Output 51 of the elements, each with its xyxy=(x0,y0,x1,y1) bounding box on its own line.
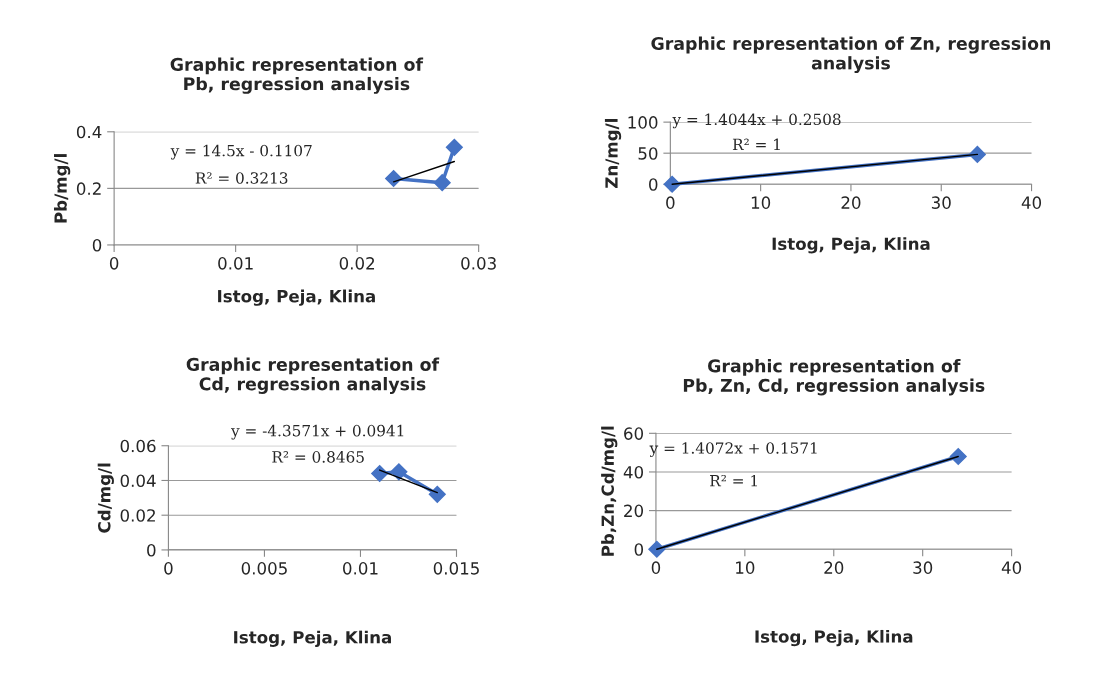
annotation: R² = 1 xyxy=(732,138,780,150)
x-tick-label: 40 xyxy=(1001,561,1022,574)
y-tick-label: 100 xyxy=(628,116,658,129)
x-tick-label: 0 xyxy=(666,196,675,209)
x-axis-title: Istog, Peja, Klina xyxy=(234,630,391,647)
y-axis-title: Pb/mg/l xyxy=(54,154,71,223)
y-tick-label: 0.2 xyxy=(76,182,101,195)
x-tick-label: 0 xyxy=(164,562,173,575)
y-tick-label: 60 xyxy=(624,427,644,440)
x-tick-label: 0 xyxy=(109,257,119,270)
y-tick-label: 0.04 xyxy=(120,474,156,488)
x-tick-label: 0.02 xyxy=(339,257,375,270)
y-tick-label: 0 xyxy=(147,543,156,557)
y-tick-label: 0.4 xyxy=(76,125,102,139)
y-tick-label: 0.02 xyxy=(120,509,155,522)
x-tick-label: 10 xyxy=(736,561,755,574)
annotation: R² = 0.3213 xyxy=(195,172,288,184)
x-tick-label: 10 xyxy=(751,196,771,209)
y-tick-label: 50 xyxy=(638,147,658,160)
x-tick-label: 0.01 xyxy=(218,257,253,270)
y-tick-label: 20 xyxy=(624,504,644,518)
x-axis-title: Istog, Peja, Klina xyxy=(755,629,913,647)
x-tick-label: 30 xyxy=(913,561,933,574)
annotation: R² = 1 xyxy=(710,474,757,487)
x-axis-title: Istog, Peja, Klina xyxy=(772,237,930,254)
y-axis-title: Cd/mg/l xyxy=(97,463,114,533)
x-tick-label: 0.005 xyxy=(241,562,287,575)
x-tick-label: 20 xyxy=(841,196,861,209)
x-axis-title: Istog, Peja, Klina xyxy=(218,289,375,306)
x-tick-label: 0.03 xyxy=(461,257,496,270)
chart-title: Graphic representation of Pb, Zn, Cd, regression analysis xyxy=(683,359,985,396)
y-tick-label: 0 xyxy=(92,238,102,252)
y-tick-label: 40 xyxy=(623,465,644,479)
y-axis-title: Zn/mg/l xyxy=(604,119,622,188)
chart-title: Graphic representation of Zn, regression analysis xyxy=(651,36,1051,74)
text: y = -4.3571x + 0.0941 xyxy=(231,424,404,440)
annotation: y = 14.5x - 0.1107 xyxy=(170,144,312,160)
x-tick-label: 20 xyxy=(824,561,844,574)
x-tick-label: 0.015 xyxy=(433,562,479,575)
y-tick-label: 0 xyxy=(649,178,658,191)
y-tick-label: 0.06 xyxy=(120,439,156,453)
x-tick-label: 40 xyxy=(1021,196,1042,209)
annotation: y = 1.4072x + 0.1571 xyxy=(649,442,817,457)
chart-title: Graphic representation of Cd, regression analysis xyxy=(186,357,440,394)
annotation: y = 1.4044x + 0.2508 xyxy=(672,113,841,129)
chart-title: Graphic representation of Pb, regression analysis xyxy=(170,57,424,94)
x-tick-label: 30 xyxy=(931,196,951,209)
annotation: R² = 0.8465 xyxy=(272,451,364,463)
x-tick-label: 0.01 xyxy=(343,562,378,575)
y-tick-label: 0 xyxy=(634,543,644,556)
y-axis-title: Pb,Zn,Cd/mg/l xyxy=(601,426,618,556)
